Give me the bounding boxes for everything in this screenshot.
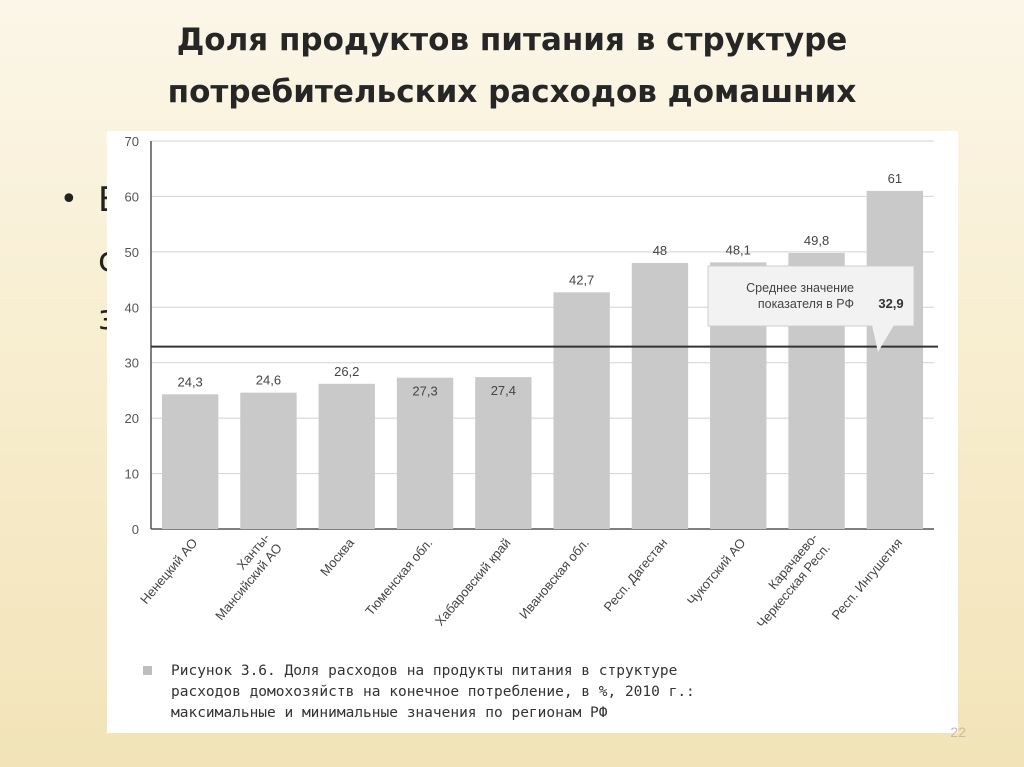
bar-7 [631,262,689,529]
caption-marker [143,666,152,675]
average-callout-label-2: показателя в РФ [758,297,854,311]
y-tick-label-6: 60 [125,189,139,204]
slide-number: 22 [950,724,966,740]
bullet-dot: • [60,182,78,217]
x-category-label-8: Чукотский АО [684,535,749,608]
bar-2 [240,392,297,529]
bar-6 [553,292,610,529]
caption-line-2: расходов домохозяйств на конечное потреб… [171,684,695,700]
x-category-label-1: Ненецкий АО [137,535,200,607]
bar-1 [161,394,219,529]
bar-value-label-8: 48,1 [726,242,751,257]
figure-panel: 0 10 20 30 40 50 60 70 24,3 Ненецкий АО 24,6 Ханты-… [107,131,958,733]
y-tick-label-3: 30 [125,356,139,371]
x-category-label-2: Ханты-Мансийский АО [200,530,285,623]
average-callout-value: 32,9 [878,296,903,311]
x-category-label-4: Тюменская обл. [362,535,435,618]
slide-title-line-1: Доля продуктов питания в структуре [176,22,848,58]
y-tick-label-0: 0 [132,522,139,537]
y-tick-label-4: 40 [125,300,139,315]
figure-caption: Рисунок 3.6. Доля расходов на продукты п… [171,661,871,724]
bar-value-label-1: 24,3 [177,374,202,389]
bar-10 [866,190,924,529]
slide-title-line-2: потребительских расходов домашних [167,74,857,110]
bar-value-label-7: 48 [653,243,667,258]
x-category-label-10: Респ. Ингушетия [829,535,906,622]
x-category-label-7: Респ. Дагестан [601,535,671,614]
average-callout-pointer [872,325,894,352]
y-tick-label-5: 50 [125,245,139,260]
bar-3 [318,383,375,529]
bar-4 [396,377,454,529]
bar-chart: 0 10 20 30 40 50 60 70 24,3 Ненецкий АО 24,6 Ханты-… [125,134,938,631]
bar-value-label-6: 42,7 [569,272,594,287]
bar-value-label-3: 26,2 [334,364,359,379]
x-category-label-5: Хабаровский край [432,535,514,628]
x-category-label-3: Москва [317,535,358,579]
caption-line-1: Рисунок 3.6. Доля расходов на продукты п… [171,663,678,679]
bar-value-label-9: 49,8 [804,233,829,248]
y-tick-label-2: 20 [125,411,139,426]
bar-5 [475,377,532,529]
caption-line-3: максимальные и минимальные значения по р… [171,705,608,721]
bar-value-label-5: 27,4 [491,383,516,398]
bar-value-label-2: 24,6 [256,373,281,388]
y-tick-label-7: 70 [125,134,139,149]
bar-value-label-4: 27,3 [412,384,437,399]
y-tick-label-1: 10 [125,467,139,482]
x-category-label-9: Карачаево-Черкесская Респ. [741,530,833,631]
average-callout-label-1: Среднее значение [746,281,854,295]
slide-title: Доля продуктов питания в структуре потре… [0,14,1024,118]
bar-value-label-10: 61 [888,171,902,186]
average-callout-box [707,265,915,327]
x-category-label-6: Ивановская обл. [516,535,592,621]
